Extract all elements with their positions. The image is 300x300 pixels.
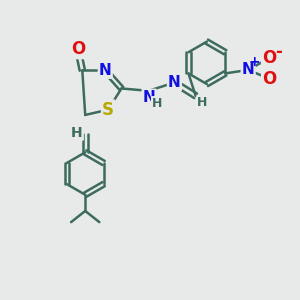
Text: H: H [152, 97, 162, 110]
Text: N: N [168, 75, 181, 90]
Text: N: N [99, 63, 112, 78]
Text: O: O [262, 49, 277, 67]
Text: N: N [143, 90, 155, 105]
Text: +: + [249, 55, 260, 69]
Text: S: S [102, 101, 114, 119]
Text: N: N [242, 62, 254, 77]
Text: O: O [262, 70, 277, 88]
Text: -: - [275, 43, 282, 61]
Text: O: O [71, 40, 85, 58]
Text: H: H [197, 96, 207, 109]
Text: H: H [71, 126, 83, 140]
